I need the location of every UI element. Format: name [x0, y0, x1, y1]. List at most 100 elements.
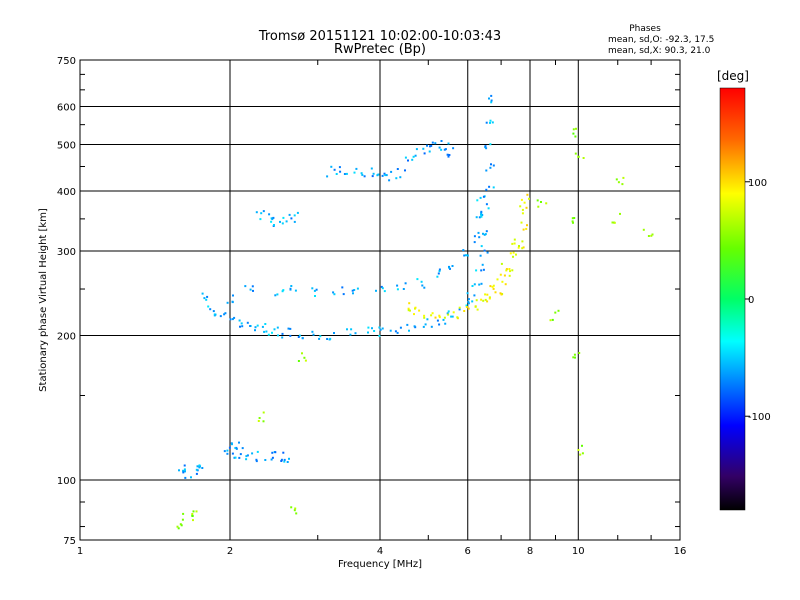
data-point [456, 316, 459, 319]
data-point [231, 452, 234, 455]
data-point [513, 238, 516, 241]
data-point [195, 468, 198, 471]
data-point [414, 154, 417, 157]
data-point [375, 289, 377, 292]
data-point [274, 451, 277, 454]
data-point [499, 273, 502, 276]
data-point [201, 292, 204, 295]
data-point [264, 459, 267, 461]
data-point [444, 322, 447, 325]
data-point [372, 172, 375, 175]
data-point [330, 165, 333, 168]
data-point [574, 135, 577, 138]
data-point [390, 170, 393, 173]
data-point [231, 301, 234, 304]
data-point [438, 314, 441, 317]
data-point [326, 175, 329, 178]
data-point [482, 232, 484, 235]
data-point [480, 269, 483, 272]
data-point [426, 144, 428, 147]
data-point [492, 164, 495, 167]
data-point [313, 289, 316, 292]
data-point [490, 99, 493, 102]
chart-subtitle: RwPretec (Bp) [334, 42, 426, 57]
data-point [396, 168, 399, 170]
data-point [404, 169, 406, 172]
data-point [245, 458, 248, 461]
data-point [407, 159, 409, 162]
data-point [339, 170, 342, 173]
data-point [288, 213, 291, 216]
data-point [270, 220, 273, 223]
data-point [467, 307, 470, 310]
data-point [181, 518, 184, 521]
data-point [505, 268, 508, 271]
data-point [240, 322, 243, 325]
data-point [396, 284, 399, 287]
data-point [489, 285, 492, 288]
data-point [482, 268, 485, 271]
data-point [537, 205, 540, 208]
data-point [423, 314, 426, 317]
data-point [279, 220, 281, 223]
data-point [572, 356, 575, 359]
data-point [281, 336, 284, 339]
data-point [184, 476, 187, 479]
colorbar [719, 87, 746, 511]
data-point [280, 460, 283, 462]
data-point [488, 185, 491, 188]
data-point [196, 465, 199, 468]
data-point [489, 119, 492, 122]
data-point [480, 210, 483, 213]
data-point [650, 234, 653, 237]
data-point [512, 251, 515, 254]
data-point [252, 289, 254, 292]
data-point [192, 510, 195, 513]
data-point [214, 313, 217, 316]
data-point [350, 328, 353, 331]
data-point [491, 285, 494, 288]
data-point [513, 242, 516, 245]
data-point [500, 293, 503, 296]
data-point [438, 270, 441, 273]
data-point [333, 332, 335, 334]
data-point [521, 212, 524, 215]
data-point [195, 472, 198, 475]
data-point [480, 245, 483, 248]
data-point [276, 326, 279, 329]
data-point [465, 306, 468, 308]
data-point [311, 287, 314, 290]
y-tick-label: 500 [57, 141, 76, 152]
data-point [180, 524, 183, 527]
data-point [499, 292, 502, 295]
data-point [241, 325, 244, 328]
data-point [491, 121, 494, 124]
data-point [373, 330, 376, 332]
stats-o-line: mean, sd,O: -92.3, 17.5 [608, 35, 714, 45]
data-point [283, 458, 286, 461]
data-point [446, 153, 449, 156]
data-point [238, 456, 241, 459]
data-point [423, 286, 426, 289]
colorbar-tick-label: 100 [748, 178, 767, 189]
x-tick-label: 4 [377, 546, 383, 557]
data-point [376, 174, 379, 177]
data-point [526, 224, 528, 227]
data-point [480, 282, 483, 285]
data-point [487, 207, 490, 210]
data-point [571, 217, 574, 220]
data-point [239, 453, 242, 456]
data-point [267, 333, 270, 336]
data-point [335, 173, 338, 175]
data-point [231, 318, 234, 321]
data-point [444, 148, 447, 151]
data-point [509, 270, 511, 273]
data-point [428, 150, 431, 153]
data-point [257, 420, 260, 422]
data-point [473, 294, 476, 297]
data-point [421, 284, 424, 287]
data-point [295, 512, 298, 515]
data-point [415, 148, 418, 151]
data-point [479, 254, 482, 257]
data-point [489, 166, 492, 169]
